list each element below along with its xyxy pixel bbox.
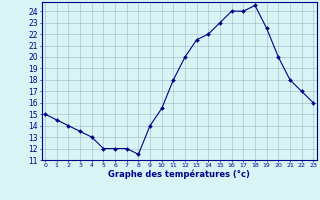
X-axis label: Graphe des températures (°c): Graphe des températures (°c)	[108, 170, 250, 179]
